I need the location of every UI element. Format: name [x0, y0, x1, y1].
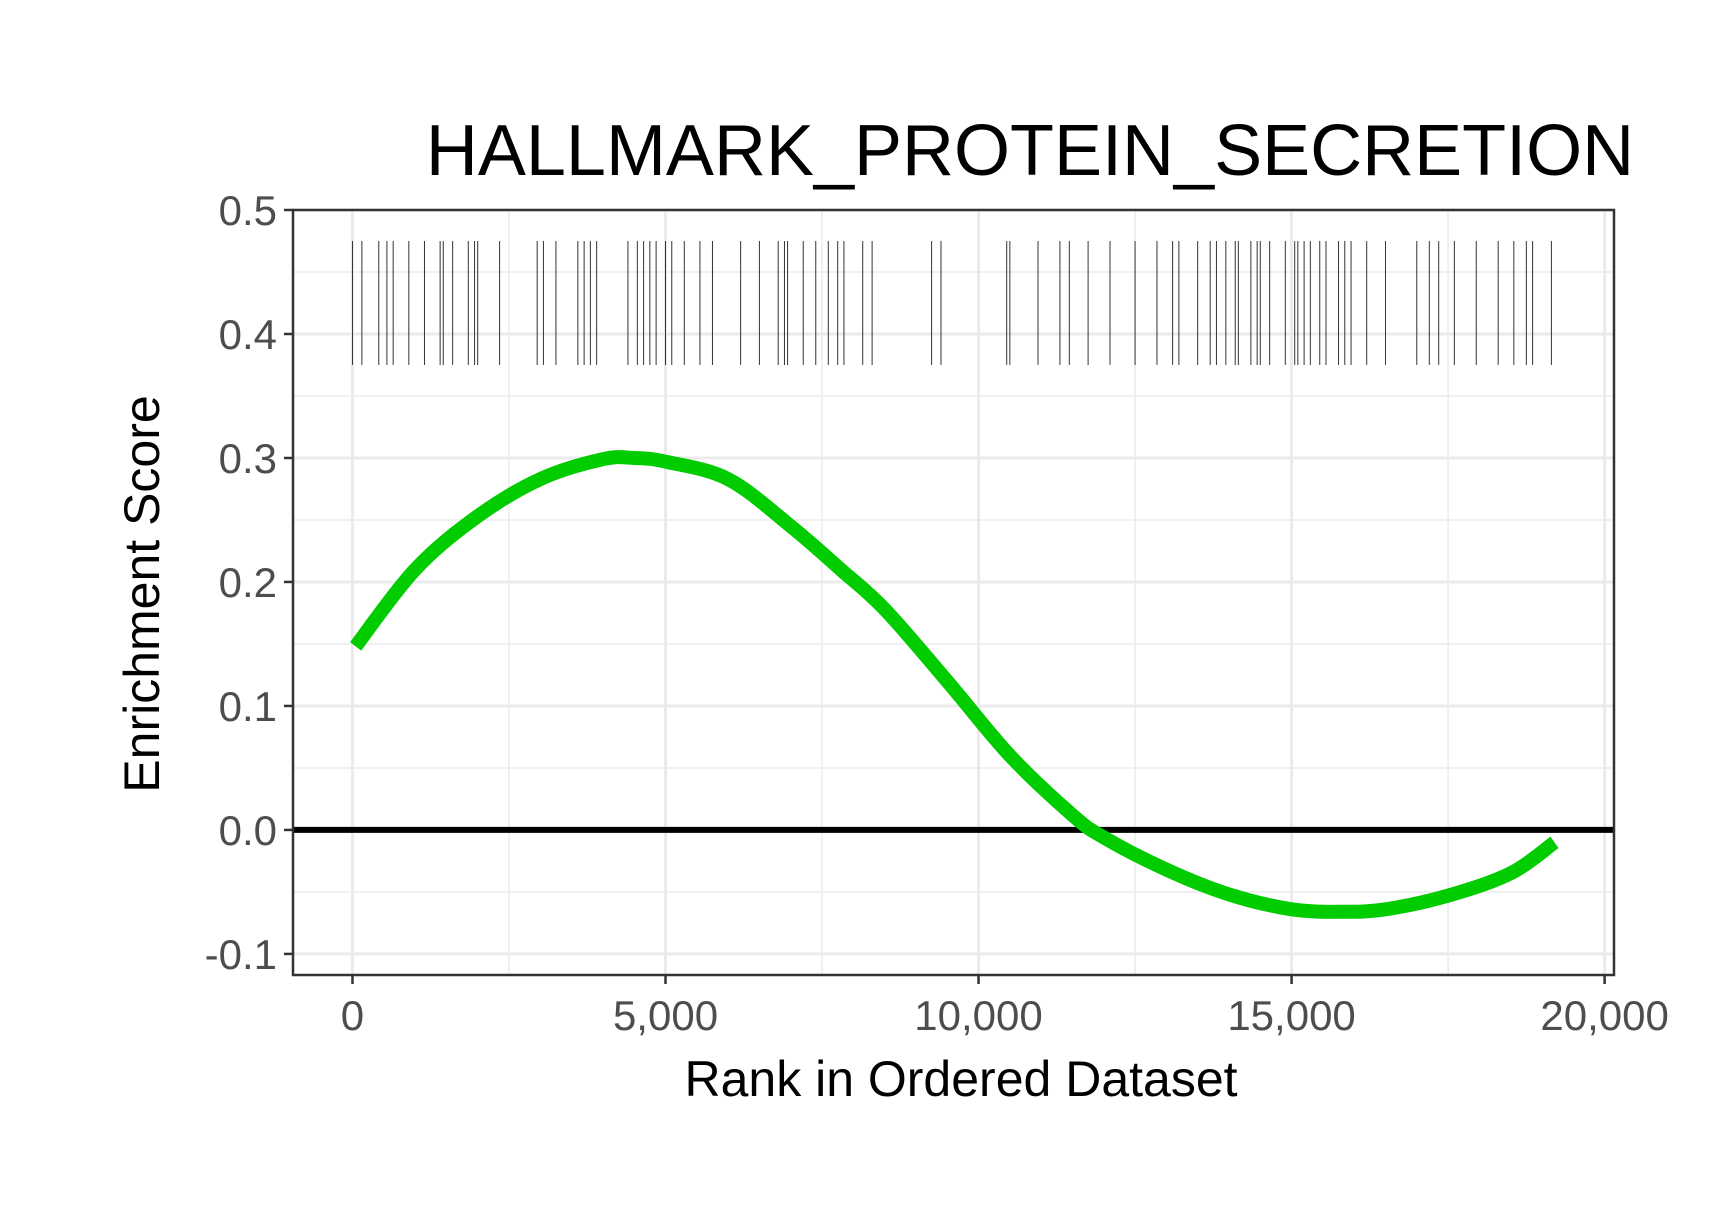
- enrichment-curve: [350, 450, 1559, 919]
- plot-background: [293, 210, 1614, 975]
- plot-frame: [291, 208, 1616, 977]
- x-tick-label: 0: [341, 992, 364, 1039]
- x-tick-label: 5,000: [613, 992, 718, 1039]
- enrichment-series: [350, 450, 1559, 919]
- y-tick-label: 0.3: [219, 435, 277, 482]
- y-tick-label: 0.5: [219, 187, 277, 234]
- y-axis-title: Enrichment Score: [114, 395, 170, 792]
- y-tick-label: 0.0: [219, 807, 277, 854]
- plot-border: [291, 208, 1616, 977]
- plot-area: [293, 210, 1614, 975]
- y-tick-label: 0.2: [219, 559, 277, 606]
- x-tick-label: 10,000: [914, 992, 1042, 1039]
- gene-hit-marks: [351, 240, 1552, 365]
- x-tick-label: 20,000: [1540, 992, 1668, 1039]
- y-tick-label: -0.1: [205, 931, 277, 978]
- y-tick-label: 0.1: [219, 683, 277, 730]
- y-axis: -0.1 0.0 0.1 0.2 0.3 0.4 0.5: [205, 187, 293, 978]
- x-axis: 0 5,000 10,000 15,000 20,000: [341, 975, 1669, 1039]
- x-tick-label: 15,000: [1227, 992, 1355, 1039]
- chart-title: HALLMARK_PROTEIN_SECRETION: [426, 111, 1634, 191]
- y-tick-label: 0.4: [219, 311, 277, 358]
- x-axis-title: Rank in Ordered Dataset: [684, 1051, 1237, 1107]
